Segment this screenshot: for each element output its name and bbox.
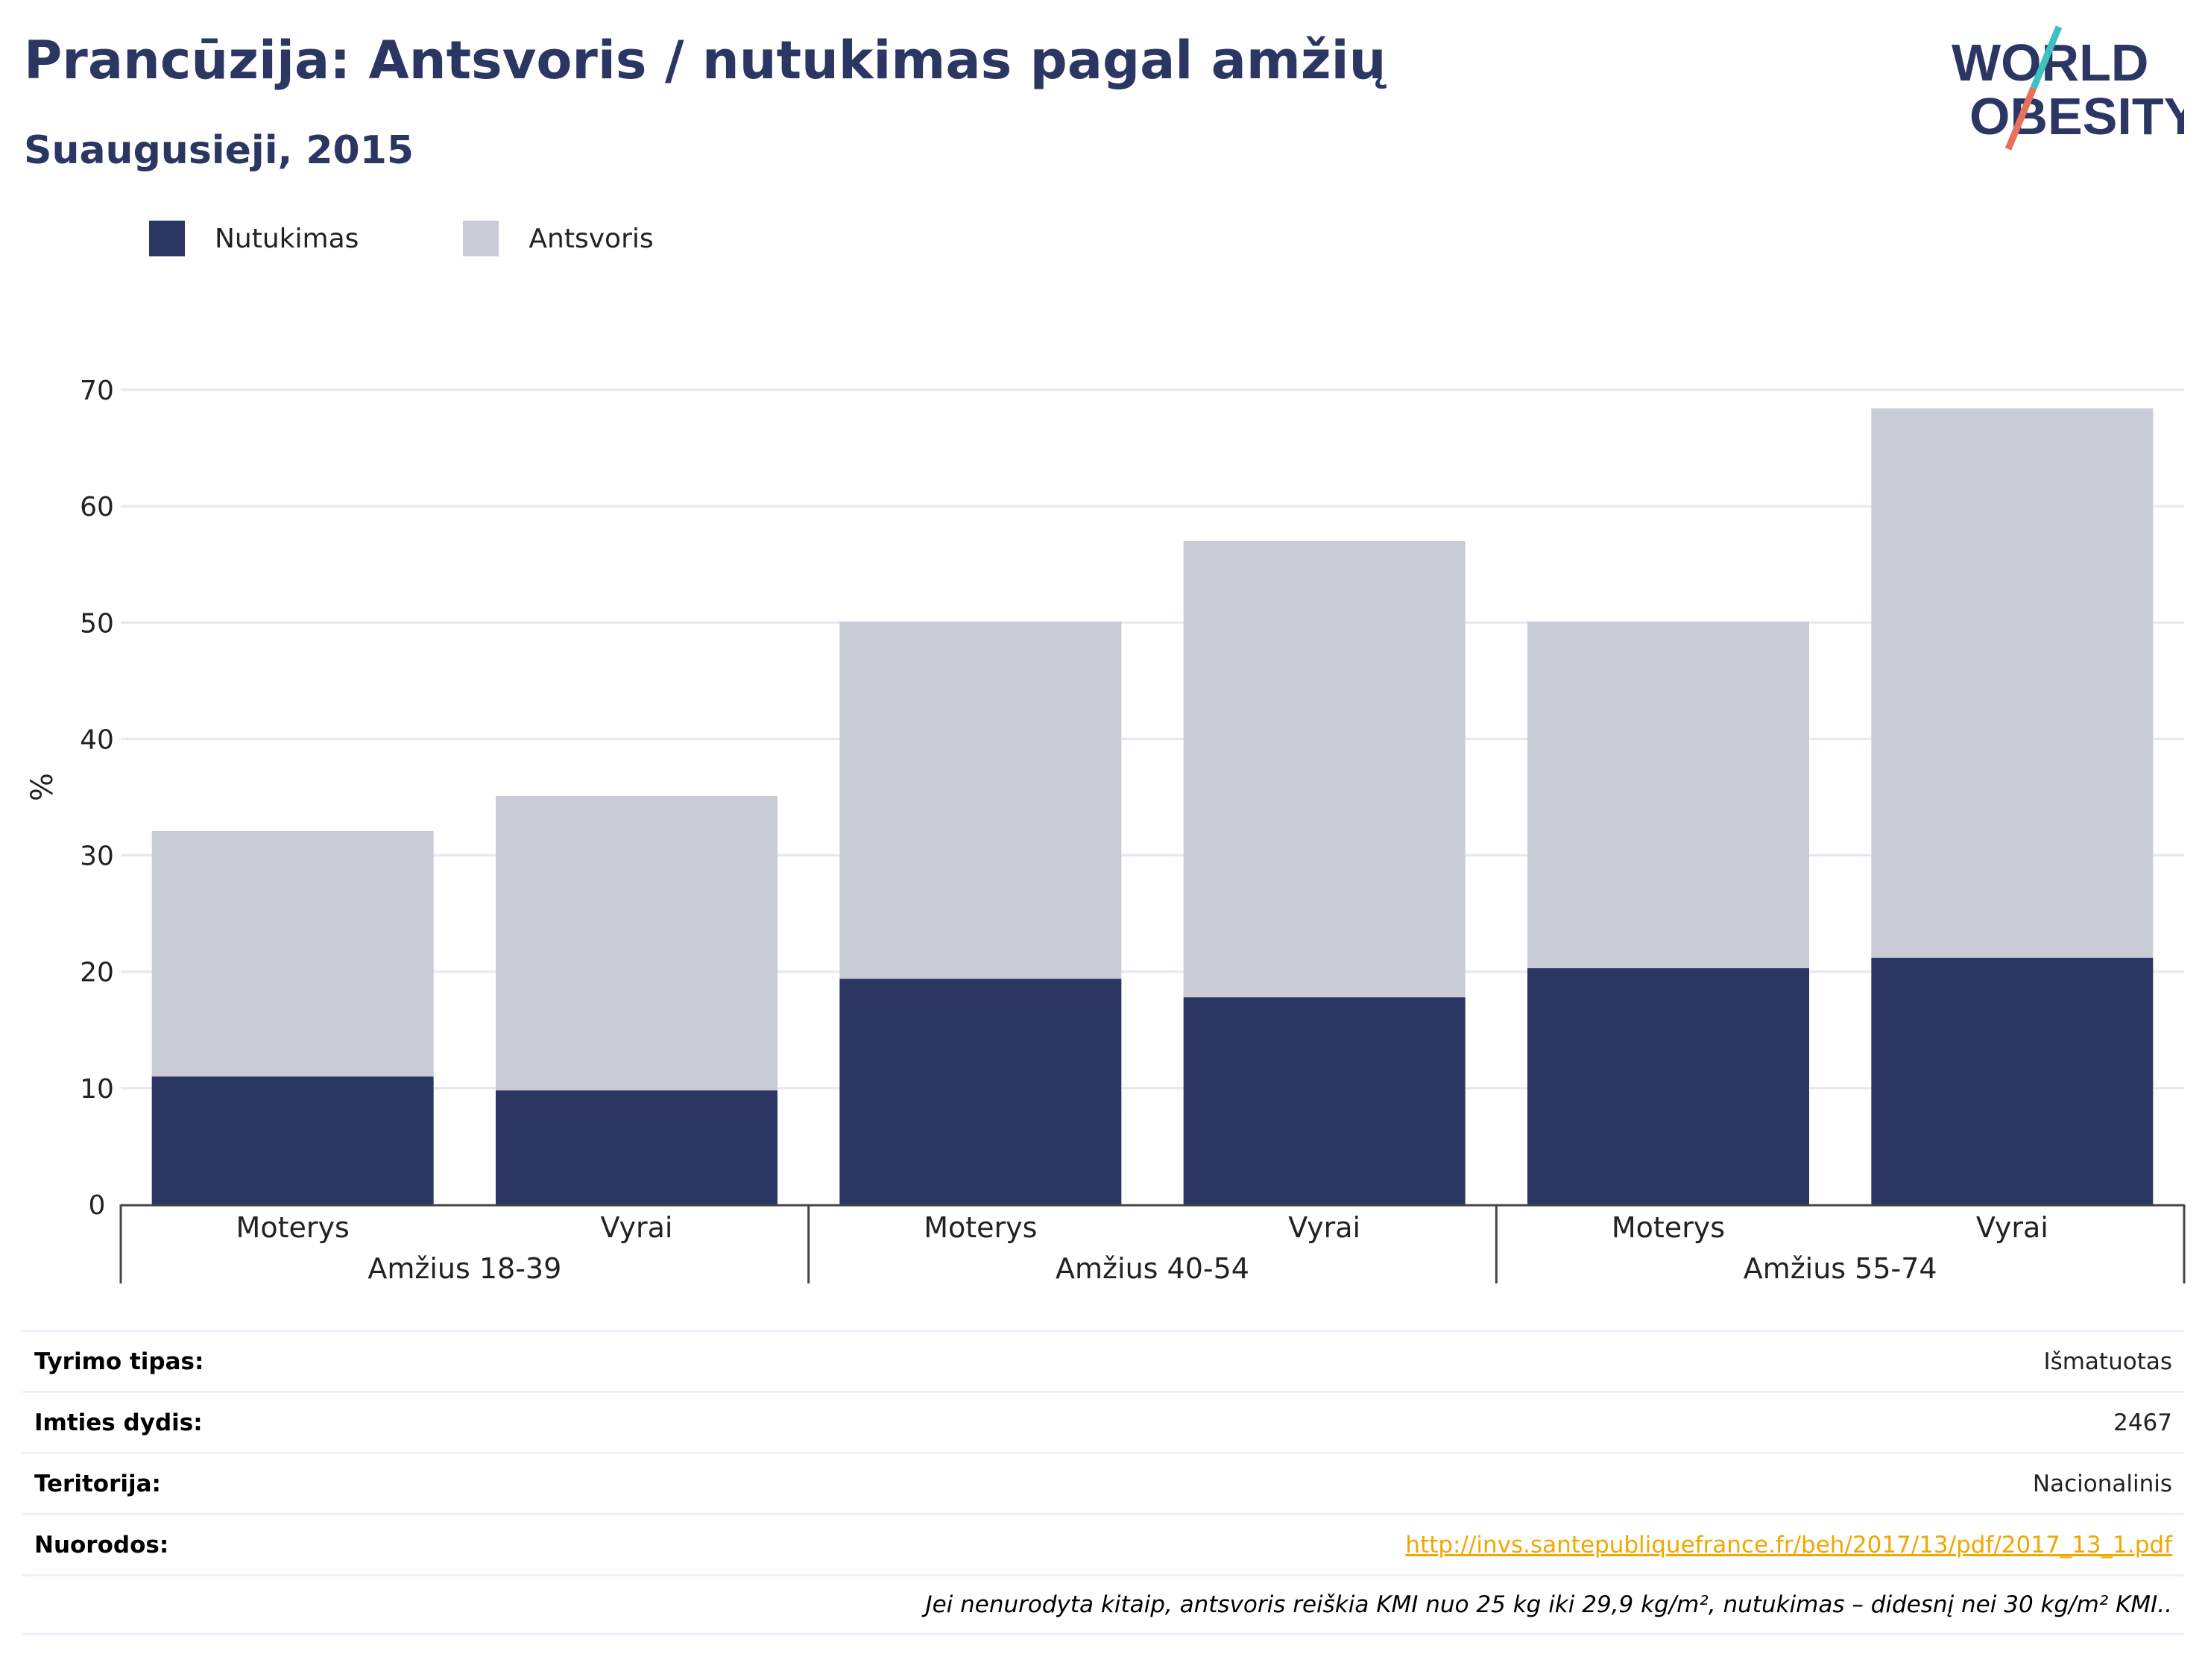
- x-tick-label: Vyrai: [1976, 1211, 2048, 1244]
- chart-legend: Nutukimas Antsvoris: [149, 221, 691, 256]
- legend-label-obesity: Nutukimas: [215, 223, 359, 254]
- x-tick-label: Moterys: [236, 1211, 350, 1244]
- y-tick-label: 30: [80, 841, 114, 872]
- group-label: Amžius 40-54: [1056, 1252, 1249, 1285]
- info-value: Nacionalinis: [2032, 1470, 2172, 1497]
- x-tick-label: Vyrai: [601, 1211, 673, 1244]
- info-value: 2467: [2113, 1409, 2172, 1436]
- bar-overweight: [496, 795, 777, 1090]
- y-tick-label: 70: [80, 376, 114, 406]
- info-value: Išmatuotas: [2043, 1348, 2172, 1375]
- legend-swatch-overweight: [463, 221, 499, 256]
- info-row-sample-size: Imties dydis: 2467: [22, 1391, 2184, 1452]
- y-tick-label: 20: [80, 958, 114, 988]
- bar-overweight: [1871, 408, 2154, 958]
- y-tick-label: 50: [80, 608, 114, 639]
- info-key: Teritorija:: [34, 1470, 161, 1497]
- info-row-territory: Teritorija: Nacionalinis: [22, 1452, 2184, 1513]
- info-note: Jei nenurodyta kitaip, antsvoris reiškia…: [22, 1574, 2184, 1635]
- info-row-references: Nuorodos: http://invs.santepubliquefranc…: [22, 1513, 2184, 1574]
- info-key: Nuorodos:: [34, 1531, 169, 1559]
- y-tick-label: 0: [89, 1190, 106, 1221]
- info-table: Tyrimo tipas: Išmatuotas Imties dydis: 2…: [22, 1330, 2184, 1635]
- info-key: Imties dydis:: [34, 1409, 203, 1436]
- x-tick-label: Vyrai: [1288, 1211, 1360, 1244]
- bar-overweight: [151, 830, 434, 1077]
- bar-overweight: [839, 621, 1122, 979]
- x-tick-label: Moterys: [924, 1211, 1037, 1244]
- y-tick-label: 60: [80, 492, 114, 522]
- world-obesity-logo: WORLD OBESITY: [1952, 25, 2184, 151]
- group-label: Amžius 55-74: [1744, 1252, 1937, 1285]
- bar-obesity: [151, 1076, 434, 1204]
- bar-obesity: [1183, 997, 1466, 1204]
- page-title: Prancūzija: Antsvoris / nutukimas pagal …: [24, 30, 1387, 91]
- bar-obesity: [839, 979, 1122, 1204]
- legend-item-overweight[interactable]: Antsvoris: [463, 221, 654, 256]
- logo-slash-top: [2030, 25, 2063, 89]
- stacked-bar-chart: 0 10 20 30 40 50 60 70% Moterys Vyrai Moterys Vyrai…: [25, 376, 2186, 1285]
- group-label: Amžius 18-39: [368, 1252, 561, 1285]
- logo-slash-bottom: [2004, 86, 2037, 151]
- reference-link[interactable]: http://invs.santepubliquefrance.fr/beh/2…: [1405, 1531, 2172, 1559]
- info-key: Tyrimo tipas:: [34, 1348, 204, 1375]
- y-tick-label: 40: [80, 724, 114, 755]
- y-tick-label: 10: [80, 1074, 114, 1105]
- page-subtitle: Suaugusieji, 2015: [24, 128, 414, 173]
- x-tick-label: Moterys: [1612, 1211, 1725, 1244]
- logo-line2: OBESITY: [1969, 87, 2184, 145]
- bar-obesity: [496, 1090, 777, 1204]
- legend-label-overweight: Antsvoris: [529, 223, 654, 254]
- bar-overweight: [1183, 540, 1466, 998]
- y-axis-label: %: [25, 773, 60, 801]
- bar-obesity: [1527, 968, 1809, 1204]
- legend-swatch-obesity: [149, 221, 185, 256]
- legend-item-obesity[interactable]: Nutukimas: [149, 221, 359, 256]
- definition-note: Jei nenurodyta kitaip, antsvoris reiškia…: [925, 1591, 2172, 1618]
- bar-overweight: [1527, 621, 1809, 969]
- bar-obesity: [1871, 957, 2154, 1204]
- info-row-survey-type: Tyrimo tipas: Išmatuotas: [22, 1330, 2184, 1391]
